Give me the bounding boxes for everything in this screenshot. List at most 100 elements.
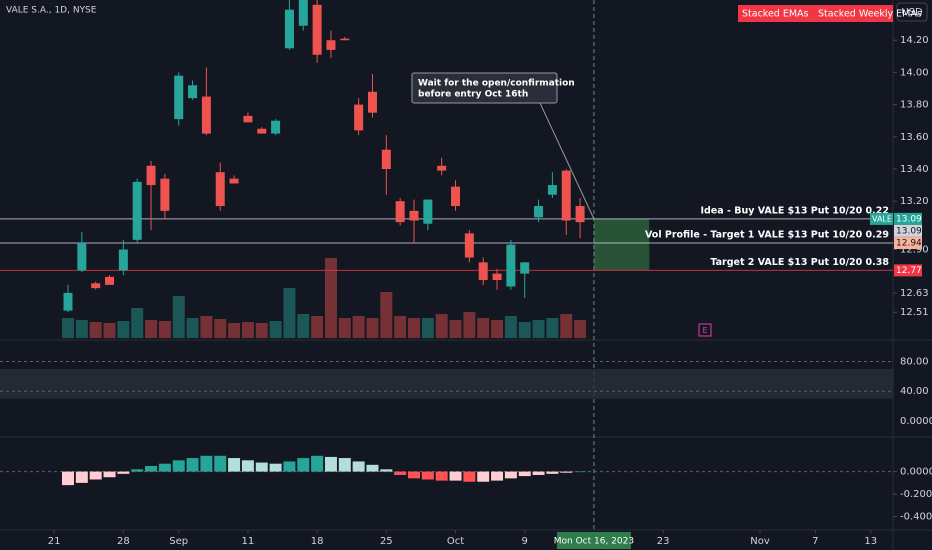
histogram-bar [311, 455, 324, 472]
volume-bar [408, 318, 420, 338]
volume-bar [463, 312, 476, 338]
candle-body [91, 283, 101, 289]
histogram-bar [477, 471, 490, 482]
price-tag-box [894, 237, 922, 250]
volume-bar [435, 314, 448, 338]
volume-bar [311, 316, 324, 338]
volume-bar [504, 316, 517, 338]
y-tick-label: 12.63 [900, 288, 929, 299]
price-tag: 12.94 [896, 239, 922, 249]
x-tick-label: 9 [522, 536, 528, 547]
level-label: Vol Profile - Target 1 VALE $13 Put 10/2… [645, 230, 889, 241]
badge: Stacked EMAs [742, 9, 809, 20]
candle-body [464, 233, 474, 258]
volume-bar [380, 292, 393, 338]
candle-body [381, 149, 391, 169]
volume-bar [546, 318, 559, 338]
x-tick-label: 11 [242, 536, 255, 547]
histogram-bar [103, 471, 116, 478]
histogram-bar [269, 463, 282, 472]
candle-body [77, 243, 87, 271]
candle-body [340, 38, 350, 41]
candle-body [409, 210, 419, 221]
histogram-bar [131, 469, 144, 472]
y-tick-label: 13.80 [900, 100, 929, 111]
symbol-title: VALE S.A., 1D, NYSE [6, 6, 97, 16]
histogram-bar [283, 461, 296, 472]
candle-body [201, 96, 211, 134]
volume-bar [62, 318, 74, 338]
histogram-bar [214, 455, 227, 472]
candle-body [506, 244, 516, 287]
crosshair-label: Mon Oct 16, 2023 [554, 537, 634, 547]
x-tick-label: Sep [169, 536, 188, 547]
volume-bar [186, 318, 199, 338]
y-tick-label: 0.0000 [900, 467, 932, 478]
candle-body [423, 199, 433, 224]
histogram-bar [408, 471, 420, 479]
y-tick-label: 14.00 [900, 67, 929, 78]
volume-bar [158, 321, 171, 338]
histogram-bar [200, 455, 213, 472]
volume-bar [283, 288, 296, 338]
callout-text: before entry Oct 16th [418, 90, 528, 100]
histogram-bar [560, 471, 573, 473]
currency-box[interactable] [896, 2, 928, 22]
x-tick-label: 21 [48, 536, 61, 547]
candle-body [243, 115, 253, 123]
histogram-bar [574, 471, 587, 473]
candle-body [146, 165, 156, 186]
volume-bar [352, 316, 365, 338]
symbol-tag: VALE [872, 214, 892, 223]
candle-body [492, 273, 502, 281]
candle-body [132, 181, 142, 240]
histogram-bar [491, 471, 504, 481]
badge-box [738, 5, 893, 22]
volume-bar [560, 314, 573, 338]
callout-text: Wait for the open/confirmation [418, 79, 575, 89]
volume-bar [131, 308, 144, 338]
volume-bar [241, 322, 254, 338]
level-label: Target 2 VALE $13 Put 10/20 0.38 [710, 257, 889, 268]
volume-bar [200, 316, 213, 338]
volume-bar [394, 316, 407, 338]
candle-body [367, 91, 377, 113]
volume-bar [518, 322, 531, 338]
candle-body [575, 206, 585, 223]
y-tick-label: 40.00 [900, 386, 929, 397]
y-tick-label: 13.40 [900, 164, 929, 175]
earnings-box[interactable] [698, 323, 712, 337]
histogram-bar [449, 471, 462, 481]
target-box [593, 218, 650, 271]
histogram-bar [504, 471, 517, 479]
volume-bar [421, 318, 434, 338]
callout-pointer [539, 102, 595, 220]
price-tag-box [894, 264, 922, 277]
y-tick-label: 12.51 [900, 307, 929, 318]
candle-body [437, 165, 447, 171]
y-tick-label: 80.00 [900, 357, 929, 368]
x-tick-label: 18 [311, 536, 324, 547]
symbol-tag-box [870, 212, 893, 225]
volume-bar [145, 320, 158, 338]
candle-body [534, 206, 544, 218]
candle-body [284, 9, 294, 49]
volume-bar [491, 320, 504, 338]
candle-body [160, 178, 170, 211]
candle-body [188, 85, 198, 99]
histogram-bar [117, 471, 130, 474]
callout-box [411, 72, 558, 104]
y-tick-label: -0.4000 [900, 512, 932, 523]
price-tag: 13.09 [896, 214, 922, 224]
level-label: Idea - Buy VALE $13 Put 10/20 0.22 [700, 205, 889, 216]
candle-body [63, 292, 73, 311]
histogram-bar [435, 471, 448, 481]
volume-bar [228, 323, 241, 338]
y-tick-label: -0.2000 [900, 489, 932, 500]
histogram-bar [518, 471, 531, 477]
histogram-bar [172, 460, 185, 472]
x-tick-label: Nov [750, 536, 770, 547]
histogram-bar [380, 469, 393, 472]
candle-body [257, 128, 267, 134]
